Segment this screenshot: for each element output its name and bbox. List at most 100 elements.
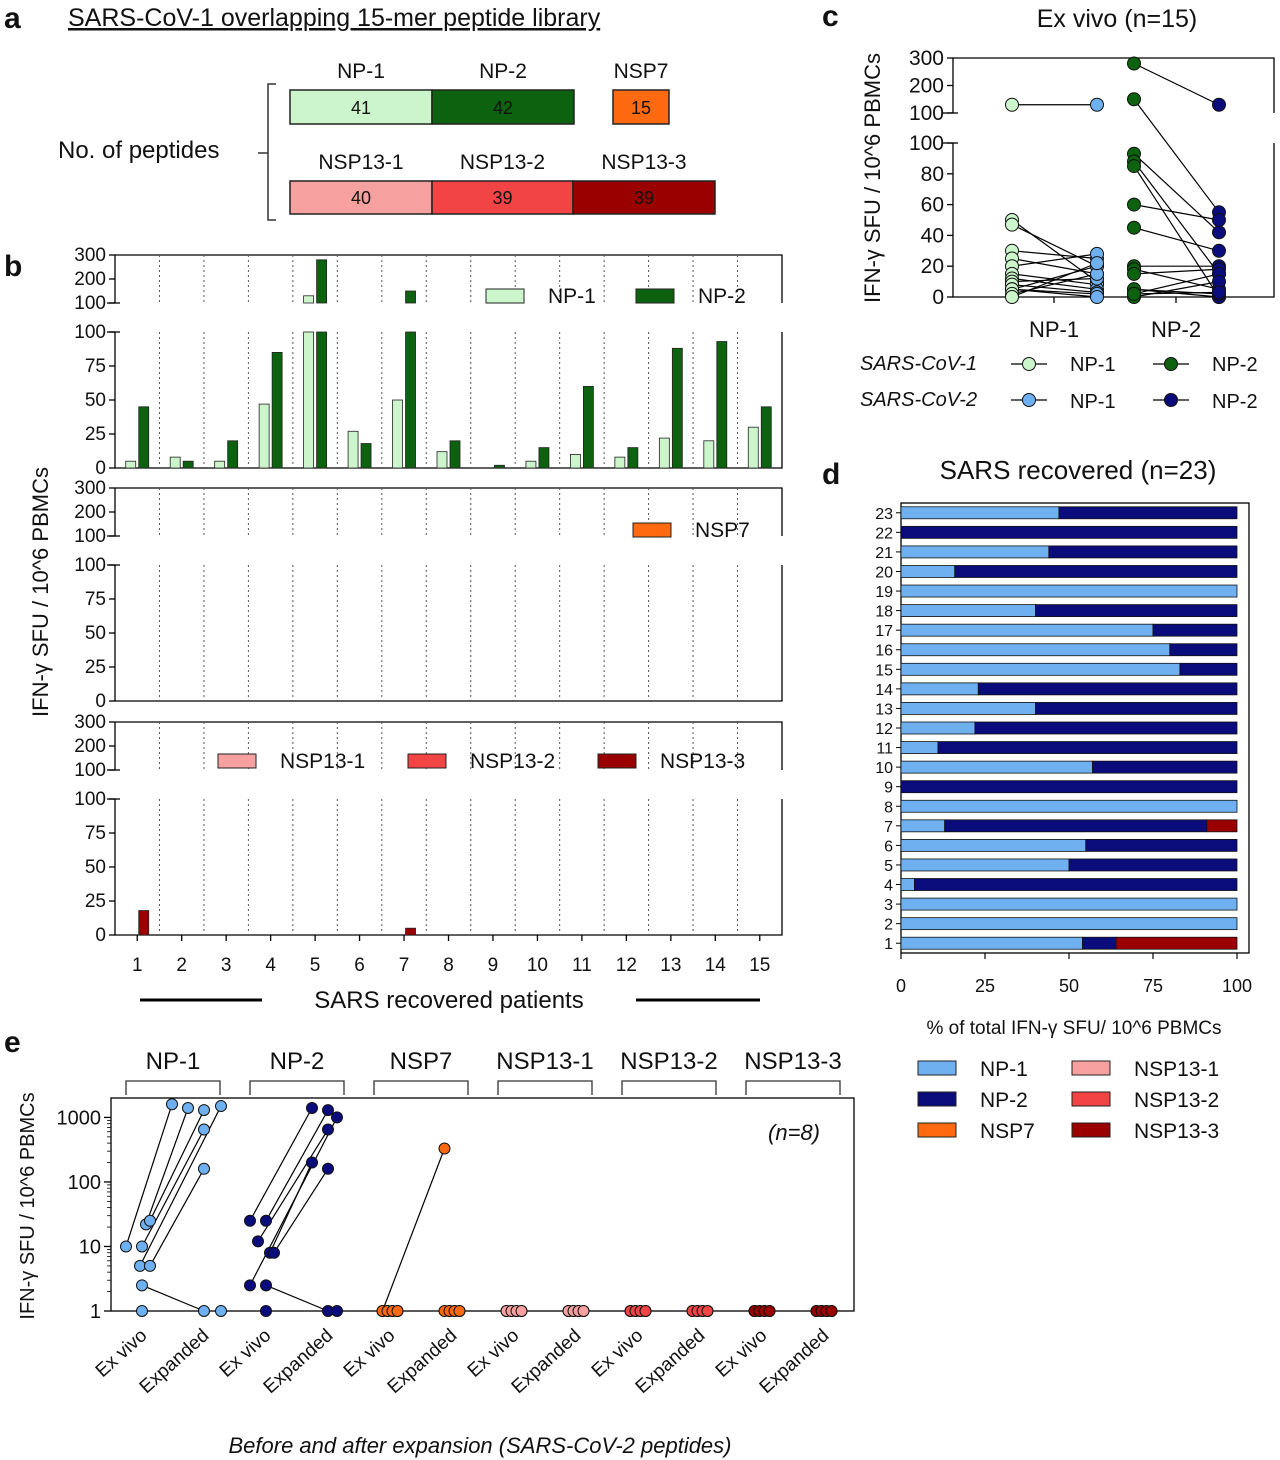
legend-marker-cov1-np1 <box>1022 357 1036 371</box>
panel-b-subchart-1: 0 25 50 75 100 100 200 300 NP-1 NP-2 <box>74 245 783 479</box>
legend-label-nsp7: NSP7 <box>695 519 750 542</box>
y-tick-label: 80 <box>921 163 944 186</box>
peptide-count-nsp13-3: 39 <box>634 188 654 208</box>
pair-line-np-1 <box>1011 265 1098 290</box>
panel-c-title: Ex vivo (n=15) <box>1037 5 1198 33</box>
pair-line-np-2 <box>265 1284 329 1312</box>
legend-cov2-np1-label: NP-1 <box>1070 391 1116 413</box>
panel-b-ylabel: IFN-γ SFU / 10^6 PBMCs <box>28 467 53 717</box>
bar-np-1-patient-14 <box>703 440 715 469</box>
y-tick-label: 100 <box>909 132 944 155</box>
panel-c-letter: c <box>822 0 839 33</box>
x-tick-label-exvivo-nsp13-2: Ex vivo <box>588 1325 648 1382</box>
x-tick-label: 50 <box>1059 976 1079 996</box>
x-tick-label-patient-2: 2 <box>176 955 187 976</box>
bar-np-2-patient-1 <box>1082 936 1117 950</box>
axis-frame <box>110 1097 855 1312</box>
point-exvivo-np-1 <box>134 1259 146 1272</box>
point-exvivo-nsp13-2 <box>639 1305 652 1317</box>
bar-np-2-patient-8 <box>449 440 461 469</box>
point-expanded-nsp13-2 <box>701 1305 714 1317</box>
y-tick-label-patient-15: 15 <box>875 662 893 679</box>
bar-np-2-patient-9 <box>494 464 505 469</box>
y-tick-label-patient-6: 6 <box>884 838 893 855</box>
bar-np-1-patient-6 <box>900 838 1087 852</box>
pair-line-np-2 <box>1133 268 1220 290</box>
legend-cov1-np2-label: NP-2 <box>1212 354 1258 376</box>
x-tick-label-patient-5: 5 <box>310 955 321 976</box>
pair-line-np-2 <box>249 1107 313 1222</box>
y-tick-label: 50 <box>85 623 106 644</box>
y-tick-label-patient-19: 19 <box>875 584 893 601</box>
panel-d-letter: d <box>822 458 840 491</box>
panel-a-title: SARS-CoV-1 overlapping 15-mer peptide li… <box>68 4 601 32</box>
pair-line-np-1 <box>1011 253 1098 267</box>
y-tick-label: 200 <box>74 269 106 290</box>
bar-np-2-patient-14 <box>716 341 728 469</box>
bar-np-1-patient-5-upper <box>303 295 315 304</box>
point-expanded-np-2 <box>306 1101 318 1114</box>
bar-np-1-patient-12 <box>900 721 976 735</box>
point-expanded-np-1 <box>198 1305 210 1317</box>
bar-np-1-patient-11 <box>570 453 581 469</box>
x-tick-label-expanded-nsp13-1: Expanded <box>508 1325 586 1398</box>
bar-np-2-patient-10 <box>1092 760 1238 774</box>
group-bracket-nsp13-1 <box>497 1080 593 1095</box>
point-cov1-np-2 <box>1127 220 1141 235</box>
bar-np-1-patient-4 <box>258 403 270 469</box>
bar-np-2-patient-1 <box>138 406 150 469</box>
y-tick-label: 75 <box>85 356 106 377</box>
bar-np-1-patient-23 <box>900 506 1060 520</box>
point-expanded-np-1 <box>215 1100 227 1113</box>
bar-np-1-patient-21 <box>900 545 1050 559</box>
legend-swatch-np1 <box>485 288 525 304</box>
point-cov1-np-2 <box>1127 266 1141 281</box>
y-tick-label-patient-17: 17 <box>875 623 893 640</box>
y-tick-label: 60 <box>921 194 944 217</box>
pair-line-nsp7 <box>381 1148 446 1312</box>
point-expanded-np-2 <box>331 1305 343 1317</box>
point-expanded-np-1 <box>215 1305 227 1317</box>
bar-np-1-patient-12 <box>614 456 626 469</box>
point-expanded-nsp13-3 <box>825 1305 838 1317</box>
bar-np-1-patient-13 <box>900 702 1036 715</box>
legend-label-nsp13-1: NSP13-1 <box>280 750 365 773</box>
bar-np-1-patient-17 <box>900 623 1154 637</box>
y-tick-label: 300 <box>74 712 106 733</box>
point-expanded-nsp7 <box>453 1305 466 1317</box>
x-tick-label: 25 <box>975 976 995 996</box>
y-tick-label-patient-4: 4 <box>884 878 893 895</box>
legend-swatch-np2 <box>635 288 675 304</box>
legend-label-np2: NP-2 <box>698 285 746 308</box>
panel-c-xcat-np1: NP-1 <box>1029 317 1079 342</box>
y-tick-label-patient-13: 13 <box>875 701 893 718</box>
point-expanded-nsp13-1 <box>577 1305 590 1317</box>
bar-np-2-patient-18 <box>1035 604 1238 618</box>
point-expanded-np-2 <box>322 1162 334 1175</box>
peptide-box-nsp13-2 <box>431 180 574 215</box>
pair-line-np-2 <box>1133 98 1220 213</box>
legend-swatch-np-1 <box>917 1060 957 1076</box>
pair-line-np-1 <box>141 1284 205 1312</box>
x-tick-label-exvivo-nsp13-1: Ex vivo <box>464 1325 524 1382</box>
x-tick-label-patient-14: 14 <box>705 955 727 976</box>
pair-line-np-1 <box>125 1104 173 1247</box>
legend-marker-cov1-np2 <box>1164 357 1178 371</box>
legend-label-nsp13-1: NSP13-1 <box>1134 1058 1219 1081</box>
bar-np-2-patient-5 <box>1068 858 1238 872</box>
point-exvivo-np-1 <box>136 1240 148 1253</box>
point-cov2-np-2 <box>1212 225 1226 240</box>
bar-np-2-patient-5 <box>316 331 328 469</box>
point-expanded-np-1 <box>198 1162 210 1175</box>
x-tick-label: 75 <box>1143 976 1163 996</box>
point-cov2-np-1 <box>1090 290 1104 304</box>
point-expanded-np-2 <box>322 1123 334 1136</box>
point-cov1-np-1 <box>1005 97 1019 112</box>
point-exvivo-np-1 <box>136 1279 148 1292</box>
point-cov1-np-1 <box>1005 290 1019 304</box>
legend-label-np-2: NP-2 <box>980 1089 1028 1112</box>
y-tick-label: 300 <box>74 478 106 499</box>
y-tick-label-patient-21: 21 <box>875 545 893 562</box>
panel-b-subchart-2: 0 25 50 75 100 100 200 300 NSP7 <box>74 478 783 712</box>
y-tick-label-patient-12: 12 <box>875 721 893 738</box>
